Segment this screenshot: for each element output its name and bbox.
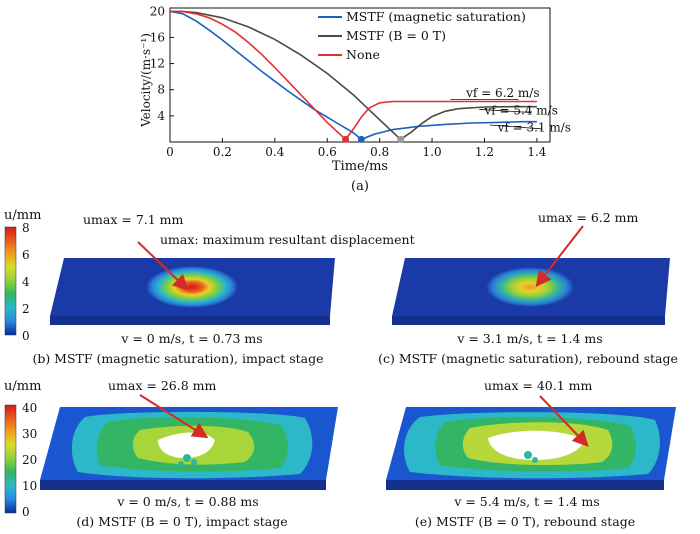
colorbar1-tick: 0 [22,329,30,343]
x-tick-label: 0.8 [370,145,389,159]
panel-a-label: (a) [351,179,369,194]
panel-e-caption: (e) MSTF (B = 0 T), rebound stage [415,514,635,529]
panel-c: umax = 6.2 mm v = 3.1 m/s, t = 1.4 ms (c… [378,210,678,366]
y-axis-label: Velocity/(m·s⁻¹) [139,33,153,128]
y-tick-label: 20 [150,4,165,18]
umax-label-c: umax = 6.2 mm [538,210,639,225]
colorbar-row1: u/mm 8 6 4 2 0 [4,208,41,343]
colorbar2-tick: 10 [22,479,37,493]
plate-e-edge [386,480,664,490]
colorbar1-tick: 8 [22,221,30,235]
x-tick-label: 1.2 [475,145,494,159]
x-tick-label: 0.4 [265,145,284,159]
colorbar1-tick: 6 [22,248,30,262]
series-line-2 [169,10,537,141]
velocity-chart: 0 0.2 0.4 0.6 0.8 1.0 1.2 1.4 4 8 12 16 20 vf = 6.2… [139,4,571,194]
final-velocity-label: vf = 5.4 m/s [483,104,557,118]
fragment-d [183,454,191,462]
y-tick-label: 16 [150,30,165,44]
colorbar2-label: u/mm [4,379,41,394]
x-tick-label: 1.0 [423,145,442,159]
colorbar1-scale [4,226,17,336]
x-ticks: 0 0.2 0.4 0.6 0.8 1.0 1.2 1.4 [166,138,547,159]
final-velocity-label: vf = 3.1 m/s [497,121,571,135]
legend: MSTF (magnetic saturation) MSTF (B = 0 T… [318,9,526,62]
annotation-layer: vf = 6.2 m/s vf = 5.4 m/s vf = 3.1 m/s [450,86,571,135]
umax-label-b: umax = 7.1 mm [83,212,184,227]
state-label-d: v = 0 m/s, t = 0.88 ms [116,494,258,509]
legend-item-mstf-b0: MSTF (B = 0 T) [346,28,446,43]
colorbar2-tick: 30 [22,427,37,441]
umax-label-d: umax = 26.8 mm [108,378,216,393]
state-label-e: v = 5.4 m/s, t = 1.4 ms [453,494,599,509]
panel-d-caption: (d) MSTF (B = 0 T), impact stage [76,514,287,529]
x-tick-label: 0.2 [213,145,232,159]
x-tick-label: 1.4 [527,145,546,159]
y-tick-label: 4 [157,109,165,123]
umax-label-e: umax = 40.1 mm [484,378,592,393]
series-line-0 [169,10,537,141]
displacement-spot-b [146,266,238,308]
umax-definition: umax: maximum resultant displacement [160,232,415,247]
plate-d-edge [40,480,326,490]
colorbar-row2: u/mm 40 30 20 10 0 [4,379,41,519]
annotation-leader [489,124,543,130]
y-tick-label: 8 [157,83,165,97]
colorbar2-tick: 20 [22,453,37,467]
perforation-hole-d [158,432,215,458]
colorbar2-scale [4,404,17,514]
colorbar2-tick: 0 [22,505,30,519]
min-velocity-marker [357,135,365,143]
panel-d: umax = 26.8 mm v = 0 m/s, t = 0.88 ms (d… [40,378,338,529]
umax-arrow-b [137,241,189,291]
umax-arrow-d [139,394,209,439]
series-layer [169,10,537,141]
min-velocity-marker [342,135,350,143]
colorbar1-label: u/mm [4,208,41,223]
colorbar2-tick: 40 [22,401,37,415]
fragment-d [178,461,184,467]
x-tick-label: 0 [166,145,174,159]
legend-item-none: None [346,47,380,62]
panel-b-caption: (b) MSTF (magnetic saturation), impact s… [32,351,323,366]
panel-b: umax = 7.1 mm umax: maximum resultant di… [32,212,414,366]
colorbar1-tick: 4 [22,275,30,289]
panel-e: umax = 40.1 mm v = 5.4 m/s, t = 1.4 ms (… [386,378,676,529]
displacement-spot-c [486,267,574,307]
series-line-1 [169,10,537,141]
x-axis-label: Time/ms [332,159,388,174]
umax-arrow-c [535,225,584,288]
x-tick-label: 0.6 [318,145,337,159]
annotation-leader [479,108,532,113]
fragment-d [191,459,197,465]
umax-arrow-e [539,395,589,447]
panel-c-caption: (c) MSTF (magnetic saturation), rebound … [378,351,678,366]
final-velocity-label: vf = 6.2 m/s [465,86,539,100]
perforation-hole-e [488,430,585,460]
plate-b-edge [50,316,330,325]
plate-c-edge [392,316,665,325]
y-tick-label: 12 [150,57,165,71]
marker-layer [342,135,405,143]
fragment-e [524,451,532,459]
y-ticks: 4 8 12 16 20 [150,4,174,123]
min-velocity-marker [397,135,405,143]
legend-item-mstf-sat: MSTF (magnetic saturation) [346,9,526,24]
fragment-e [532,457,538,463]
state-label-c: v = 3.1 m/s, t = 1.4 ms [456,331,602,346]
state-label-b: v = 0 m/s, t = 0.73 ms [120,331,262,346]
colorbar1-tick: 2 [22,302,30,316]
